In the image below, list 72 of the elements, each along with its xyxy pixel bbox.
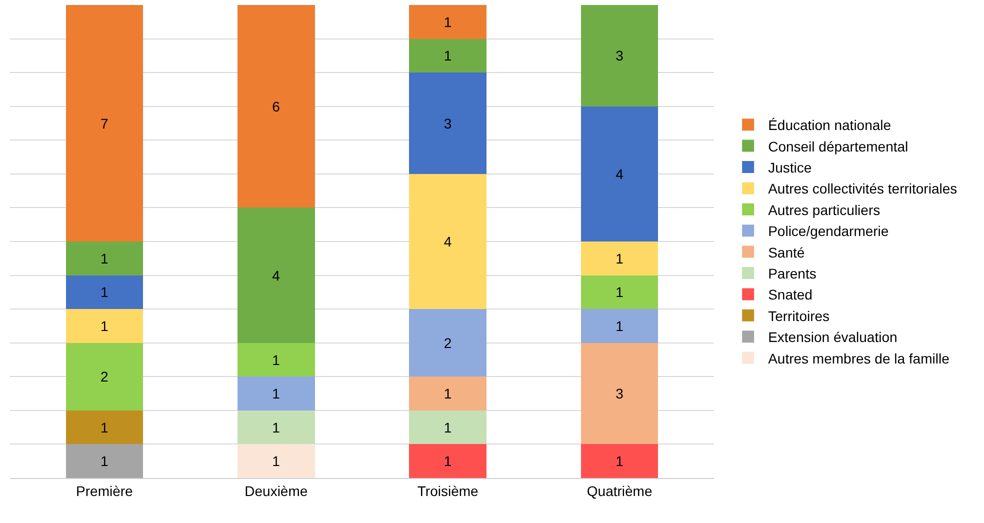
bar <box>66 242 144 276</box>
bar <box>409 444 486 478</box>
bar <box>238 410 315 444</box>
data-label: 1 <box>444 386 452 402</box>
data-label: 1 <box>616 318 624 334</box>
bar <box>66 309 144 343</box>
bar <box>580 444 658 478</box>
data-label: 4 <box>272 267 280 284</box>
legend-label: Parents <box>768 265 816 282</box>
bar <box>580 342 658 444</box>
x-tick-label: Troisième <box>417 482 479 499</box>
bar <box>409 38 486 73</box>
data-label: 3 <box>616 386 624 402</box>
bar <box>409 410 486 444</box>
data-label: 6 <box>272 98 280 114</box>
bar <box>580 309 658 343</box>
legend-label: Extension évaluation <box>768 329 898 346</box>
bar <box>580 106 658 242</box>
data-label: 1 <box>444 419 452 436</box>
bar <box>238 208 315 343</box>
legend-label: Police/gendarmerie <box>768 223 889 240</box>
data-label: 2 <box>444 334 452 351</box>
data-label: 1 <box>616 250 624 266</box>
bar <box>409 174 486 310</box>
bar <box>580 5 658 106</box>
data-label: 1 <box>272 352 280 368</box>
legend-label: Autres collectivités territoriales <box>768 180 958 197</box>
bar <box>238 376 315 410</box>
legend-label: Autres membres de la famille <box>768 350 950 366</box>
legend-label: Territoires <box>768 308 830 324</box>
x-tick-label: Première <box>76 482 134 499</box>
data-label: 4 <box>444 234 452 250</box>
bar <box>66 410 144 444</box>
bar <box>409 5 486 39</box>
legend-label: Conseil départemental <box>768 138 908 154</box>
data-label: 1 <box>100 453 108 470</box>
data-label: 7 <box>100 115 108 132</box>
bar <box>66 342 144 410</box>
data-label: 1 <box>272 453 280 470</box>
data-label: 1 <box>272 386 280 402</box>
bar <box>580 275 658 310</box>
legend-label: Snated <box>768 286 812 303</box>
bar <box>66 444 144 478</box>
data-label: 4 <box>616 166 624 182</box>
bar <box>66 275 144 310</box>
bar <box>238 342 315 377</box>
data-label: 3 <box>444 115 452 132</box>
data-label: 1 <box>444 48 452 64</box>
bar <box>580 242 658 276</box>
x-tick-label: Quatrième <box>586 482 652 499</box>
bar <box>409 376 486 410</box>
data-label: 1 <box>272 419 280 436</box>
legend-label: Éducation nationale <box>768 117 892 134</box>
bar <box>238 5 315 208</box>
bar <box>66 5 144 242</box>
data-label: 1 <box>444 14 452 30</box>
data-label: 1 <box>616 284 624 300</box>
bar <box>238 444 315 478</box>
data-label: 2 <box>100 368 108 385</box>
bar <box>409 72 486 174</box>
data-label: 1 <box>616 453 624 470</box>
data-label: 3 <box>616 48 624 64</box>
data-label: 1 <box>100 284 108 300</box>
data-label: 1 <box>444 453 452 470</box>
x-tick-label: Deuxième <box>244 482 308 499</box>
legend-label: Santé <box>768 244 805 260</box>
bar <box>409 309 486 377</box>
data-label: 1 <box>100 419 108 436</box>
data-label: 1 <box>100 250 108 266</box>
legend-label: Justice <box>768 159 812 176</box>
data-label: 1 <box>100 318 108 334</box>
legend-label: Autres particuliers <box>768 202 880 218</box>
